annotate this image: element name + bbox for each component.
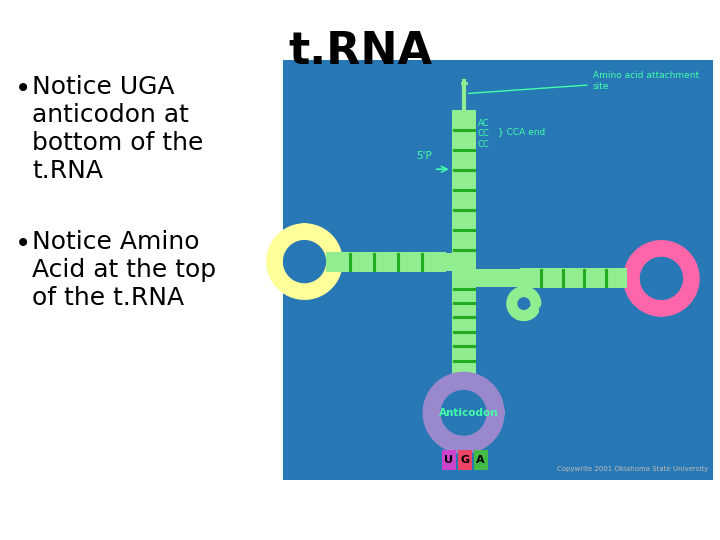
FancyBboxPatch shape [474,450,487,470]
Text: Notice UGA: Notice UGA [32,75,174,99]
Text: U: U [444,455,453,465]
Text: •: • [15,75,31,103]
Text: 5'P: 5'P [416,151,431,161]
Text: A: A [477,455,485,465]
Text: } CCA end: } CCA end [498,127,545,136]
Text: Copywrite 2001 Oklahoma State University: Copywrite 2001 Oklahoma State University [557,466,708,472]
Text: Acid at the top: Acid at the top [32,258,216,282]
FancyBboxPatch shape [441,450,456,470]
Text: •: • [15,230,31,258]
FancyBboxPatch shape [451,266,476,282]
FancyBboxPatch shape [451,110,476,270]
Text: of the t.RNA: of the t.RNA [32,286,184,310]
FancyBboxPatch shape [476,269,593,287]
FancyBboxPatch shape [361,253,451,271]
Text: Notice Amino: Notice Amino [32,230,199,254]
Text: anticodon at: anticodon at [32,103,189,127]
FancyBboxPatch shape [458,450,472,470]
Text: Amino acid attachment
site: Amino acid attachment site [469,71,698,93]
Text: t.RNA: t.RNA [288,30,432,73]
FancyBboxPatch shape [283,60,713,480]
Text: AC
CC
CC: AC CC CC [477,119,490,148]
FancyBboxPatch shape [520,268,627,288]
Text: t.RNA: t.RNA [32,159,103,183]
FancyBboxPatch shape [326,252,446,272]
Text: Anticodon: Anticodon [438,408,498,418]
Text: G: G [460,455,469,465]
FancyBboxPatch shape [451,274,476,375]
Text: bottom of the: bottom of the [32,131,203,155]
